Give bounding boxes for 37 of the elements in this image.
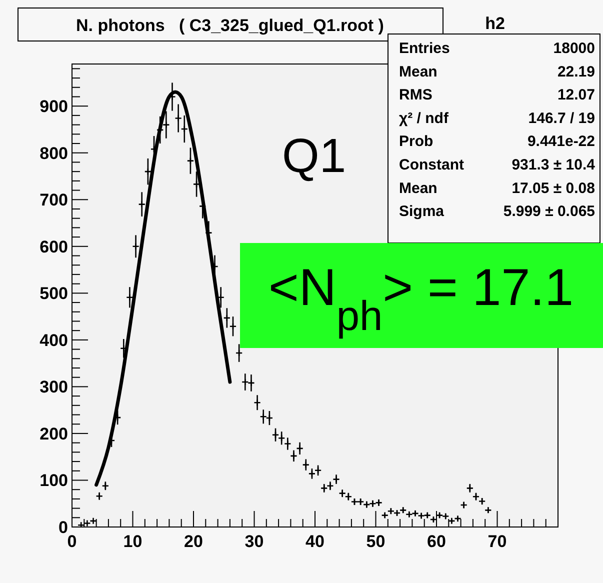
y-tick-label: 200 bbox=[40, 424, 68, 444]
annotation: 22.19 bbox=[557, 63, 595, 80]
annotation: RMS bbox=[399, 86, 432, 104]
annotation: χ² / ndf bbox=[399, 110, 450, 127]
y-tick-label: 100 bbox=[40, 471, 68, 490]
y-tick-label: 700 bbox=[40, 190, 68, 210]
text: 18000 bbox=[553, 40, 595, 57]
x-tick-label: 30 bbox=[244, 532, 264, 551]
annotation: <N$_{ph}$> = 17.1 bbox=[268, 259, 574, 339]
annotation: Sigma bbox=[399, 203, 445, 220]
annotation: 9.441e-22 bbox=[527, 133, 595, 150]
y-tick-label: 800 bbox=[40, 144, 68, 163]
x-tick-label: 50 bbox=[366, 532, 386, 551]
annotation: 5.999 ± 0.065 bbox=[503, 203, 595, 220]
chart-title: N. photons ( C3_325_glued_Q1.root ) bbox=[76, 16, 384, 35]
annotation: Mean bbox=[399, 180, 438, 197]
annotation: Constant bbox=[399, 156, 464, 174]
y-tick-label: 400 bbox=[40, 330, 68, 350]
y-tick-label: 600 bbox=[40, 237, 68, 256]
x-tick-label: 70 bbox=[488, 532, 507, 551]
annotation: 17.05 ± 0.08 bbox=[512, 180, 595, 197]
y-tick-label: 500 bbox=[40, 284, 68, 304]
text: Entries bbox=[399, 40, 450, 57]
annotation: Q1 bbox=[282, 130, 346, 183]
text: h2 bbox=[485, 14, 505, 33]
y-tick-label: 900 bbox=[40, 97, 68, 116]
x-tick-label: 10 bbox=[123, 532, 142, 551]
x-tick-label: 20 bbox=[184, 532, 203, 551]
annotation: 12.07 bbox=[557, 86, 595, 104]
y-tick-label: 300 bbox=[40, 378, 68, 397]
y-tick-label: 0 bbox=[58, 518, 68, 537]
x-tick-label: 60 bbox=[427, 532, 446, 551]
annotation: 146.7 / 19 bbox=[528, 110, 595, 127]
annotation: 931.3 ± 10.4 bbox=[512, 156, 596, 174]
x-tick-label: 40 bbox=[306, 532, 324, 551]
annotation: Prob bbox=[399, 133, 434, 150]
annotation: Mean bbox=[399, 63, 438, 80]
